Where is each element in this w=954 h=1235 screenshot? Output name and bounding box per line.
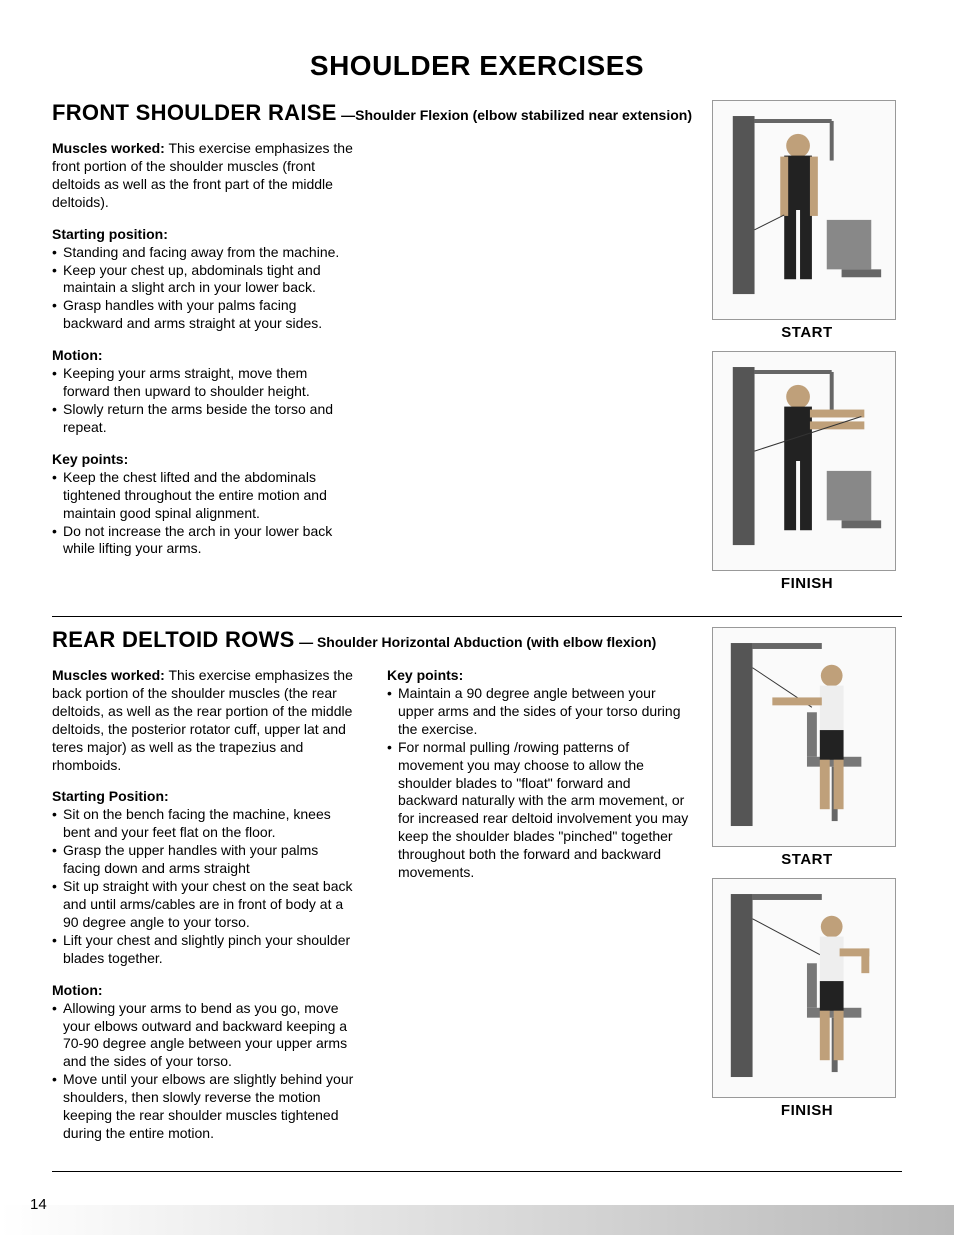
key-points-list: Maintain a 90 degree angle between your …	[387, 685, 692, 882]
muscles-worked-label: Muscles worked:	[52, 667, 165, 683]
starting-position-list: Sit on the bench facing the machine, kne…	[52, 806, 357, 967]
muscles-worked-label: Muscles worked:	[52, 140, 165, 156]
footer-gradient	[0, 1205, 954, 1235]
muscles-worked: Muscles worked: This exercise emphasizes…	[52, 140, 357, 212]
list-item: For normal pulling /rowing patterns of m…	[387, 739, 692, 882]
finish-label: FINISH	[712, 575, 902, 592]
exercise-column-left: Muscles worked: This exercise emphasizes…	[52, 667, 357, 1157]
list-item: Move until your elbows are slightly behi…	[52, 1071, 357, 1143]
list-item: Grasp handles with your palms facing bac…	[52, 297, 357, 333]
list-item: Standing and facing away from the machin…	[52, 244, 357, 262]
list-item: Keep your chest up, abdominals tight and…	[52, 262, 357, 298]
motion-label: Motion:	[52, 982, 357, 998]
start-label: START	[712, 324, 902, 341]
key-points-list: Keep the chest lifted and the abdominals…	[52, 469, 357, 559]
motion-label: Motion:	[52, 347, 357, 363]
key-points-label: Key points:	[387, 667, 692, 683]
exercise-subtitle: — Shoulder Horizontal Abduction (with el…	[299, 634, 656, 650]
starting-position-label: Starting position:	[52, 226, 357, 242]
list-item: Grasp the upper handles with your palms …	[52, 842, 357, 878]
key-points-label: Key points:	[52, 451, 357, 467]
muscles-worked: Muscles worked: This exercise emphasizes…	[52, 667, 357, 774]
page-title: SHOULDER EXERCISES	[52, 50, 902, 82]
starting-position-label: Starting Position:	[52, 788, 357, 804]
exercise-rear-deltoid-rows: REAR DELTOID ROWS — Shoulder Horizontal …	[52, 627, 902, 1172]
starting-position-list: Standing and facing away from the machin…	[52, 244, 357, 334]
start-label: START	[712, 851, 902, 868]
list-item: Keep the chest lifted and the abdominals…	[52, 469, 357, 523]
list-item: Sit on the bench facing the machine, kne…	[52, 806, 357, 842]
list-item: Lift your chest and slightly pinch your …	[52, 932, 357, 968]
exercise-front-shoulder-raise: FRONT SHOULDER RAISE —Shoulder Flexion (…	[52, 100, 902, 617]
finish-label: FINISH	[712, 1102, 902, 1119]
exercise-column-right: Key points: Maintain a 90 degree angle b…	[387, 667, 692, 1157]
exercise-subtitle: —Shoulder Flexion (elbow stabilized near…	[341, 107, 692, 123]
motion-list: Allowing your arms to bend as you go, mo…	[52, 1000, 357, 1143]
list-item: Sit up straight with your chest on the s…	[52, 878, 357, 932]
list-item: Do not increase the arch in your lower b…	[52, 523, 357, 559]
exercise-images: START FINISH	[712, 627, 902, 1157]
exercise-title: REAR DELTOID ROWS	[52, 627, 295, 652]
exercise-images: START FINISH	[712, 100, 902, 602]
exercise-title: FRONT SHOULDER RAISE	[52, 100, 337, 125]
page-number: 14	[30, 1196, 47, 1213]
exercise-text: FRONT SHOULDER RAISE —Shoulder Flexion (…	[52, 100, 692, 602]
list-item: Allowing your arms to bend as you go, mo…	[52, 1000, 357, 1072]
exercise-text: REAR DELTOID ROWS — Shoulder Horizontal …	[52, 627, 692, 1157]
exercise-title-row: REAR DELTOID ROWS — Shoulder Horizontal …	[52, 627, 692, 653]
list-item: Keeping your arms straight, move them fo…	[52, 365, 357, 401]
list-item: Maintain a 90 degree angle between your …	[387, 685, 692, 739]
exercise-title-row: FRONT SHOULDER RAISE —Shoulder Flexion (…	[52, 100, 692, 126]
start-figure	[712, 627, 896, 847]
list-item: Slowly return the arms beside the torso …	[52, 401, 357, 437]
exercise-column: Muscles worked: This exercise emphasizes…	[52, 140, 357, 572]
motion-list: Keeping your arms straight, move them fo…	[52, 365, 357, 437]
start-figure	[712, 100, 896, 320]
finish-figure	[712, 878, 896, 1098]
finish-figure	[712, 351, 896, 571]
